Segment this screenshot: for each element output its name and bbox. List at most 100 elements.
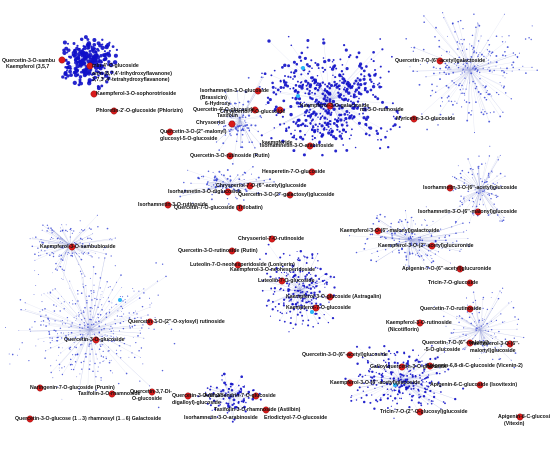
network-edge bbox=[479, 329, 493, 339]
network-node bbox=[102, 53, 107, 57]
network-node bbox=[58, 255, 60, 257]
network-node bbox=[481, 180, 484, 183]
network-node bbox=[471, 177, 473, 179]
network-node bbox=[52, 272, 53, 274]
network-node bbox=[476, 327, 478, 330]
network-node bbox=[419, 64, 421, 65]
network-node bbox=[406, 221, 409, 224]
network-node bbox=[38, 255, 40, 257]
network-node bbox=[477, 166, 479, 168]
network-node bbox=[221, 374, 223, 377]
network-node bbox=[402, 374, 405, 377]
network-edge bbox=[230, 114, 241, 121]
network-node bbox=[495, 65, 497, 67]
network-node bbox=[429, 358, 431, 361]
network-node bbox=[287, 75, 290, 78]
network-node bbox=[78, 264, 79, 265]
network-node bbox=[338, 87, 341, 91]
network-edge bbox=[41, 321, 91, 331]
network-node bbox=[63, 366, 65, 368]
network-node bbox=[384, 135, 387, 139]
network-node bbox=[323, 89, 326, 92]
network-node bbox=[450, 68, 452, 70]
network-node bbox=[326, 121, 330, 125]
network-edge bbox=[229, 394, 233, 422]
network-node bbox=[109, 286, 111, 288]
network-node bbox=[67, 252, 69, 254]
network-node bbox=[87, 237, 89, 239]
network-node bbox=[478, 326, 480, 328]
network-node bbox=[339, 93, 343, 97]
network-node bbox=[108, 346, 109, 348]
network-node bbox=[421, 113, 423, 115]
network-edge bbox=[444, 329, 481, 348]
network-node bbox=[283, 320, 286, 323]
network-node bbox=[257, 130, 259, 133]
network-node bbox=[78, 78, 82, 82]
network-node bbox=[40, 320, 42, 322]
network-node bbox=[95, 55, 101, 60]
network-node bbox=[471, 173, 474, 176]
network-node bbox=[283, 122, 286, 125]
network-node bbox=[381, 375, 384, 378]
network-node bbox=[161, 369, 164, 372]
network-node bbox=[79, 237, 82, 240]
network-node bbox=[207, 181, 209, 183]
network-node bbox=[482, 67, 484, 69]
network-node bbox=[18, 330, 20, 331]
network-node bbox=[58, 367, 60, 369]
network-node bbox=[62, 50, 67, 56]
compound-label: Quercetin-3-O-(2''-O-xylosyl) rutinoside bbox=[128, 319, 225, 325]
network-edge bbox=[469, 69, 471, 84]
network-node bbox=[227, 404, 229, 407]
network-node bbox=[379, 236, 382, 239]
network-node bbox=[362, 103, 365, 106]
network-node bbox=[99, 54, 103, 58]
network-node bbox=[323, 94, 327, 98]
network-node bbox=[306, 39, 310, 42]
network-node bbox=[447, 35, 448, 37]
network-node bbox=[427, 374, 430, 376]
network-node bbox=[461, 72, 463, 74]
network-node bbox=[153, 328, 155, 330]
network-edge bbox=[397, 363, 401, 381]
network-node bbox=[354, 146, 357, 149]
network-node bbox=[94, 362, 96, 365]
network-node bbox=[487, 68, 489, 70]
network-node bbox=[362, 107, 364, 110]
network-node bbox=[458, 43, 460, 45]
network-node bbox=[224, 383, 227, 386]
network-edge bbox=[75, 320, 91, 331]
network-node bbox=[242, 129, 245, 132]
network-node bbox=[369, 88, 373, 92]
network-node bbox=[322, 57, 325, 59]
network-node bbox=[452, 176, 454, 178]
network-node bbox=[448, 51, 451, 53]
network-node bbox=[51, 232, 53, 234]
network-node bbox=[90, 289, 92, 292]
network-edge bbox=[299, 274, 311, 291]
network-node bbox=[313, 136, 316, 140]
network-node bbox=[381, 372, 384, 375]
network-node bbox=[289, 104, 293, 109]
network-node bbox=[447, 68, 449, 70]
network-edge bbox=[229, 390, 240, 396]
network-edge bbox=[280, 288, 301, 291]
network-node bbox=[469, 60, 471, 62]
network-node bbox=[455, 83, 457, 86]
network-node bbox=[123, 342, 126, 345]
network-edge bbox=[322, 99, 331, 117]
network-node bbox=[366, 238, 368, 240]
network-node bbox=[375, 129, 378, 133]
network-edge bbox=[60, 329, 91, 353]
network-node bbox=[140, 317, 142, 319]
network-node bbox=[99, 344, 101, 346]
network-node bbox=[61, 373, 64, 376]
network-edge bbox=[62, 244, 71, 280]
network-node bbox=[372, 60, 375, 63]
network-node bbox=[329, 83, 334, 88]
network-node bbox=[141, 305, 144, 308]
network-node bbox=[210, 198, 213, 201]
network-node bbox=[321, 81, 325, 84]
network-node bbox=[60, 227, 61, 229]
